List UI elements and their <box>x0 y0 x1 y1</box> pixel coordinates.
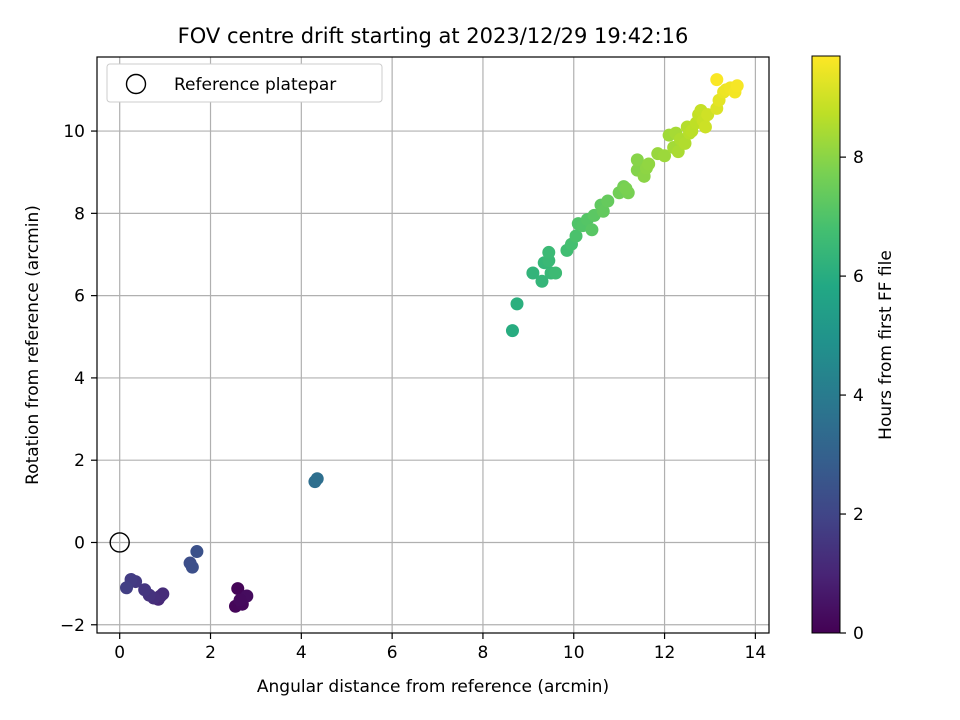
x-tick-label: 0 <box>114 643 125 663</box>
data-point <box>730 79 744 93</box>
x-tick-label: 4 <box>296 643 307 663</box>
data-point <box>535 274 549 288</box>
y-tick-label: 6 <box>74 287 85 307</box>
legend: Reference platepar <box>106 63 383 103</box>
data-point <box>710 73 724 87</box>
data-point <box>510 297 524 311</box>
y-tick-label: 10 <box>63 122 85 142</box>
colorbar-tick-label: 0 <box>853 624 864 644</box>
data-point <box>549 266 563 280</box>
colorbar-tick-label: 4 <box>853 386 864 406</box>
x-tick-label: 10 <box>563 643 585 663</box>
y-tick-label: 2 <box>74 451 85 471</box>
colorbar-gradient <box>811 55 841 634</box>
data-point <box>310 472 324 486</box>
data-point <box>601 194 615 208</box>
data-point <box>642 157 656 171</box>
chart-title: FOV centre drift starting at 2023/12/29 … <box>178 24 689 48</box>
reference-point <box>109 532 130 553</box>
data-point <box>585 223 599 237</box>
colorbar-ticks: 0 2 4 6 8 <box>840 148 864 644</box>
legend-marker <box>125 73 147 95</box>
data-point <box>619 182 633 196</box>
data-point <box>658 149 672 163</box>
data-point <box>701 108 715 122</box>
y-tick-label: 0 <box>74 533 85 553</box>
colorbar-tick-label: 8 <box>853 148 864 168</box>
data-point <box>505 324 519 338</box>
legend-entry: Reference platepar <box>174 75 336 95</box>
y-axis-ticks: −2 0 2 4 6 8 10 <box>60 122 97 636</box>
x-axis-label: Angular distance from reference (arcmin) <box>257 677 609 697</box>
y-tick-label: 8 <box>74 204 85 224</box>
data-point <box>678 136 692 150</box>
data-point <box>698 120 712 134</box>
data-point <box>526 266 540 280</box>
y-tick-label: −2 <box>60 616 85 636</box>
data-point <box>138 583 152 597</box>
colorbar-label: Hours from first FF file <box>876 250 896 440</box>
reference-marker <box>109 532 130 553</box>
data-points <box>120 73 744 613</box>
data-point <box>233 593 247 607</box>
y-axis-label: Rotation from reference (arcmin) <box>23 205 43 485</box>
data-point <box>190 545 204 559</box>
x-axis-ticks: 0 2 4 6 8 10 12 14 <box>114 633 766 663</box>
data-point <box>596 204 610 218</box>
colorbar-tick-label: 6 <box>853 267 864 287</box>
grid-lines <box>97 57 769 633</box>
data-point <box>120 581 134 595</box>
data-point <box>542 245 556 259</box>
colorbar: 0 2 4 6 8 Hours from first FF file <box>811 55 896 644</box>
colorbar-tick-label: 2 <box>853 505 864 525</box>
x-tick-label: 6 <box>387 643 398 663</box>
data-point <box>231 582 245 596</box>
x-tick-label: 8 <box>478 643 489 663</box>
x-tick-label: 14 <box>745 643 767 663</box>
data-point <box>630 153 644 167</box>
legend-box <box>106 63 383 103</box>
x-tick-label: 12 <box>654 643 676 663</box>
data-point <box>569 229 583 243</box>
x-tick-label: 2 <box>205 643 216 663</box>
y-tick-label: 4 <box>74 369 85 389</box>
plot-frame <box>96 56 770 634</box>
data-point <box>185 560 199 574</box>
